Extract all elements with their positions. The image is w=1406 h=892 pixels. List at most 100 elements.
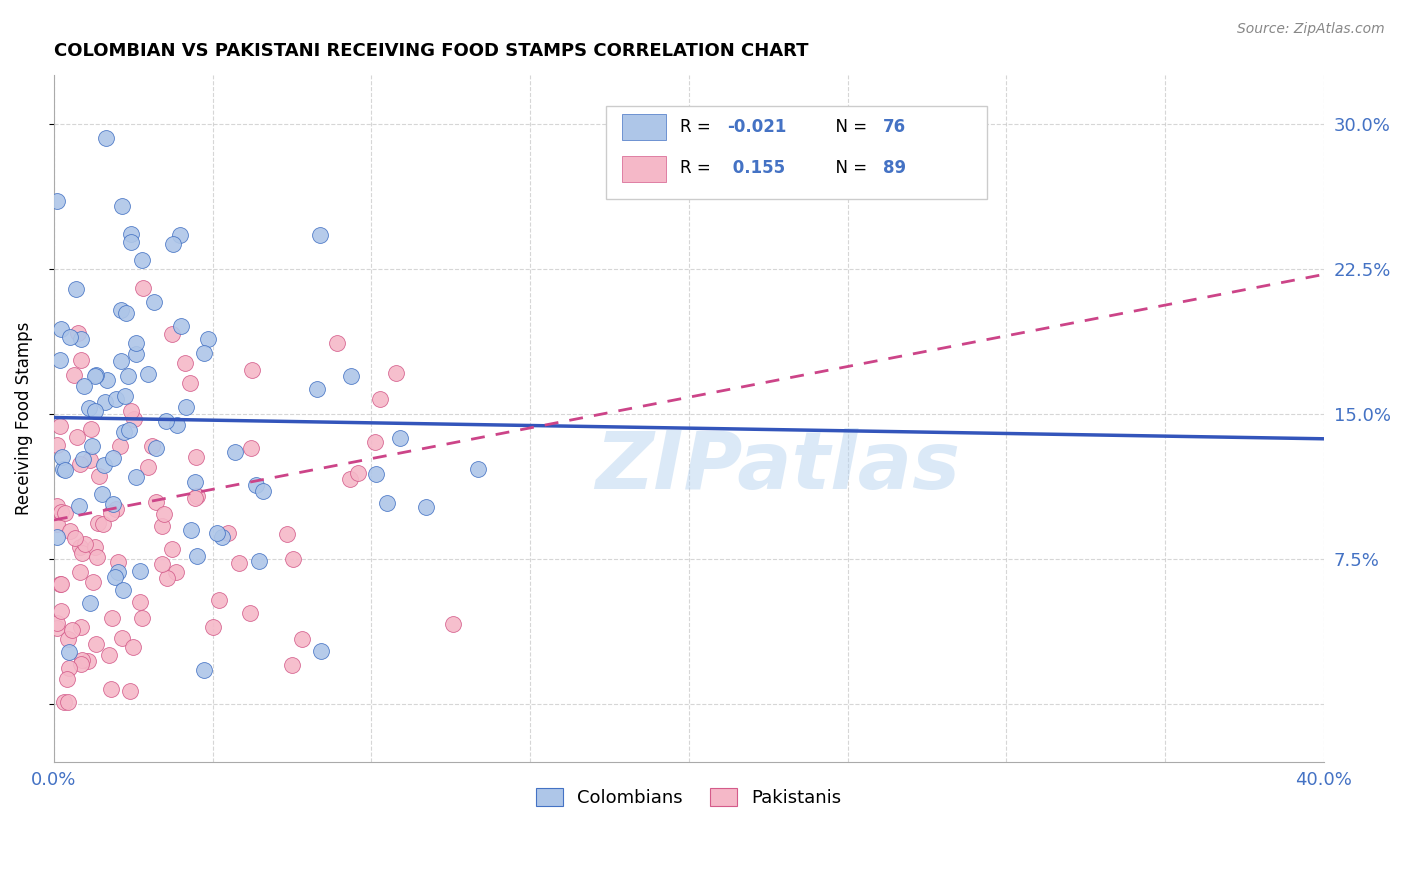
Point bbox=[208, 593, 231, 607]
Point bbox=[239, 606, 262, 620]
Point bbox=[51, 450, 73, 464]
Point bbox=[58, 524, 80, 538]
Point bbox=[240, 442, 263, 456]
Point bbox=[162, 541, 184, 556]
Point bbox=[111, 583, 134, 598]
Point bbox=[156, 571, 179, 585]
Point bbox=[122, 411, 145, 425]
Point bbox=[217, 526, 239, 541]
Point bbox=[107, 555, 129, 569]
Point bbox=[83, 541, 105, 555]
Point bbox=[202, 620, 225, 634]
Point bbox=[375, 496, 398, 510]
Point bbox=[115, 306, 138, 320]
Point bbox=[136, 367, 159, 381]
FancyBboxPatch shape bbox=[606, 106, 987, 199]
Point bbox=[51, 321, 73, 335]
Point bbox=[165, 565, 187, 579]
Point bbox=[110, 302, 132, 317]
Text: N =: N = bbox=[825, 159, 872, 177]
Point bbox=[145, 494, 167, 508]
Point bbox=[125, 347, 148, 361]
Point bbox=[184, 475, 207, 489]
FancyBboxPatch shape bbox=[621, 155, 666, 182]
Point bbox=[150, 519, 173, 533]
Point bbox=[69, 619, 91, 633]
Point bbox=[114, 389, 136, 403]
Point bbox=[125, 469, 148, 483]
Point bbox=[193, 346, 215, 360]
Point bbox=[49, 604, 72, 618]
Point bbox=[69, 332, 91, 346]
Point bbox=[72, 452, 94, 467]
Point bbox=[132, 281, 155, 295]
Point bbox=[46, 499, 69, 513]
Point bbox=[65, 531, 87, 545]
Point bbox=[83, 369, 105, 384]
Point bbox=[51, 577, 73, 591]
Point bbox=[80, 439, 103, 453]
Point bbox=[153, 507, 176, 521]
Point bbox=[46, 437, 69, 451]
Point bbox=[94, 131, 117, 145]
Point bbox=[224, 445, 246, 459]
Point bbox=[80, 422, 103, 436]
Point bbox=[93, 458, 115, 472]
Point bbox=[108, 439, 131, 453]
Text: Source: ZipAtlas.com: Source: ZipAtlas.com bbox=[1237, 22, 1385, 37]
Point bbox=[385, 366, 408, 380]
Text: ZIPatlas: ZIPatlas bbox=[595, 427, 960, 506]
Point bbox=[46, 194, 69, 209]
Point bbox=[67, 326, 90, 341]
Point bbox=[89, 468, 111, 483]
Point bbox=[173, 356, 195, 370]
Point bbox=[131, 252, 153, 267]
Point bbox=[70, 545, 93, 559]
Point bbox=[104, 392, 127, 407]
Point bbox=[60, 624, 83, 638]
Point bbox=[46, 530, 69, 544]
Point bbox=[186, 450, 208, 464]
Point bbox=[69, 657, 91, 671]
Point bbox=[179, 376, 201, 390]
Point bbox=[142, 294, 165, 309]
Legend: Colombians, Pakistanis: Colombians, Pakistanis bbox=[529, 780, 849, 814]
Point bbox=[48, 577, 70, 591]
Point bbox=[120, 227, 142, 242]
Point bbox=[77, 401, 100, 415]
Point bbox=[53, 463, 76, 477]
Point bbox=[67, 499, 90, 513]
Point bbox=[46, 516, 69, 531]
Point bbox=[281, 657, 304, 672]
Point bbox=[467, 461, 489, 475]
Point bbox=[91, 516, 114, 531]
Point bbox=[166, 418, 188, 433]
Point bbox=[58, 661, 80, 675]
Point bbox=[76, 654, 98, 668]
Point bbox=[252, 484, 274, 499]
Point bbox=[228, 556, 250, 570]
Point bbox=[111, 631, 134, 645]
Point bbox=[141, 439, 163, 453]
Point bbox=[46, 621, 69, 635]
Point bbox=[169, 227, 191, 242]
Point bbox=[66, 430, 89, 444]
Point bbox=[59, 330, 82, 344]
Point bbox=[96, 373, 118, 387]
Point bbox=[174, 401, 197, 415]
Text: -0.021: -0.021 bbox=[727, 118, 786, 136]
Point bbox=[105, 501, 128, 516]
Point bbox=[97, 648, 120, 662]
Point bbox=[347, 467, 370, 481]
Point bbox=[186, 549, 208, 564]
Point bbox=[247, 554, 270, 568]
Point bbox=[170, 318, 193, 333]
Point bbox=[110, 354, 132, 368]
Point bbox=[122, 640, 145, 655]
Point bbox=[128, 564, 150, 578]
Point bbox=[443, 616, 465, 631]
Point bbox=[87, 516, 110, 530]
Point bbox=[84, 637, 107, 651]
Point bbox=[118, 683, 141, 698]
Point bbox=[118, 423, 141, 437]
